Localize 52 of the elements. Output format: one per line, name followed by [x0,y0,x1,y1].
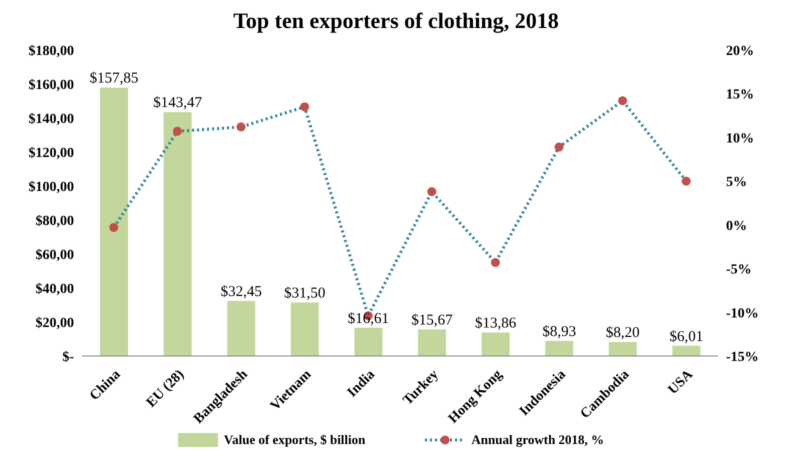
bar [290,302,319,356]
data-label: $157,85 [90,70,138,87]
point [490,258,500,267]
data-label: $8,20 [606,325,640,342]
y-tick-label: $100,00 [28,180,74,195]
chart-title: Top ten exporters of clothing, 2018 [232,8,560,35]
y-tick-label: $20,00 [36,316,74,331]
data-label: $15,67 [411,312,454,328]
point [554,142,564,152]
bar [227,300,256,356]
point [427,187,436,196]
data-label: $6,01 [670,328,704,345]
y-tick-label: $160,00 [28,78,74,93]
bar [608,342,637,356]
y2-tick-label: 15% [726,88,754,103]
bar [482,332,510,356]
y2-tick-label: 0% [726,218,747,234]
y-tick-label: $40,00 [36,282,74,297]
y-tick-label: $- [62,350,74,365]
y2-tick-label: -5% [726,262,752,278]
point [172,126,182,136]
y-tick-label: $140,00 [28,112,74,127]
y2-tick-label: -10% [726,306,759,322]
bar [354,328,382,356]
y2-tick-label: -15% [726,350,759,365]
data-label: $31,50 [284,285,326,302]
bar [672,346,700,356]
point [618,96,628,106]
y-tick-label: $180,00 [28,44,74,59]
point [682,176,691,186]
y2-tick-label: 5% [726,175,747,190]
data-label: $16,61 [348,310,390,327]
data-label: $8,93 [542,324,576,340]
data-label: $13,86 [474,315,517,332]
x-tick-label: USA [666,366,697,398]
bar [164,112,192,356]
point [236,122,246,132]
data-label: $32,45 [220,284,262,300]
legend-label: Annual growth 2018, % [471,432,604,448]
legend-label: Value of exports, $ billion [224,432,366,448]
y-tick-label: $120,00 [28,146,74,161]
y-tick-label: $80,00 [36,214,74,229]
bar [100,88,128,356]
y-tick-label: $60,00 [36,248,74,263]
y2-tick-label: 20% [726,44,754,59]
bar [545,340,574,356]
point [300,102,310,112]
y2-tick-label: 10% [726,131,754,146]
x-tick-label: EU (28) [144,367,188,411]
bar [418,329,446,356]
data-label: $143,47 [153,95,202,112]
point [109,222,118,232]
